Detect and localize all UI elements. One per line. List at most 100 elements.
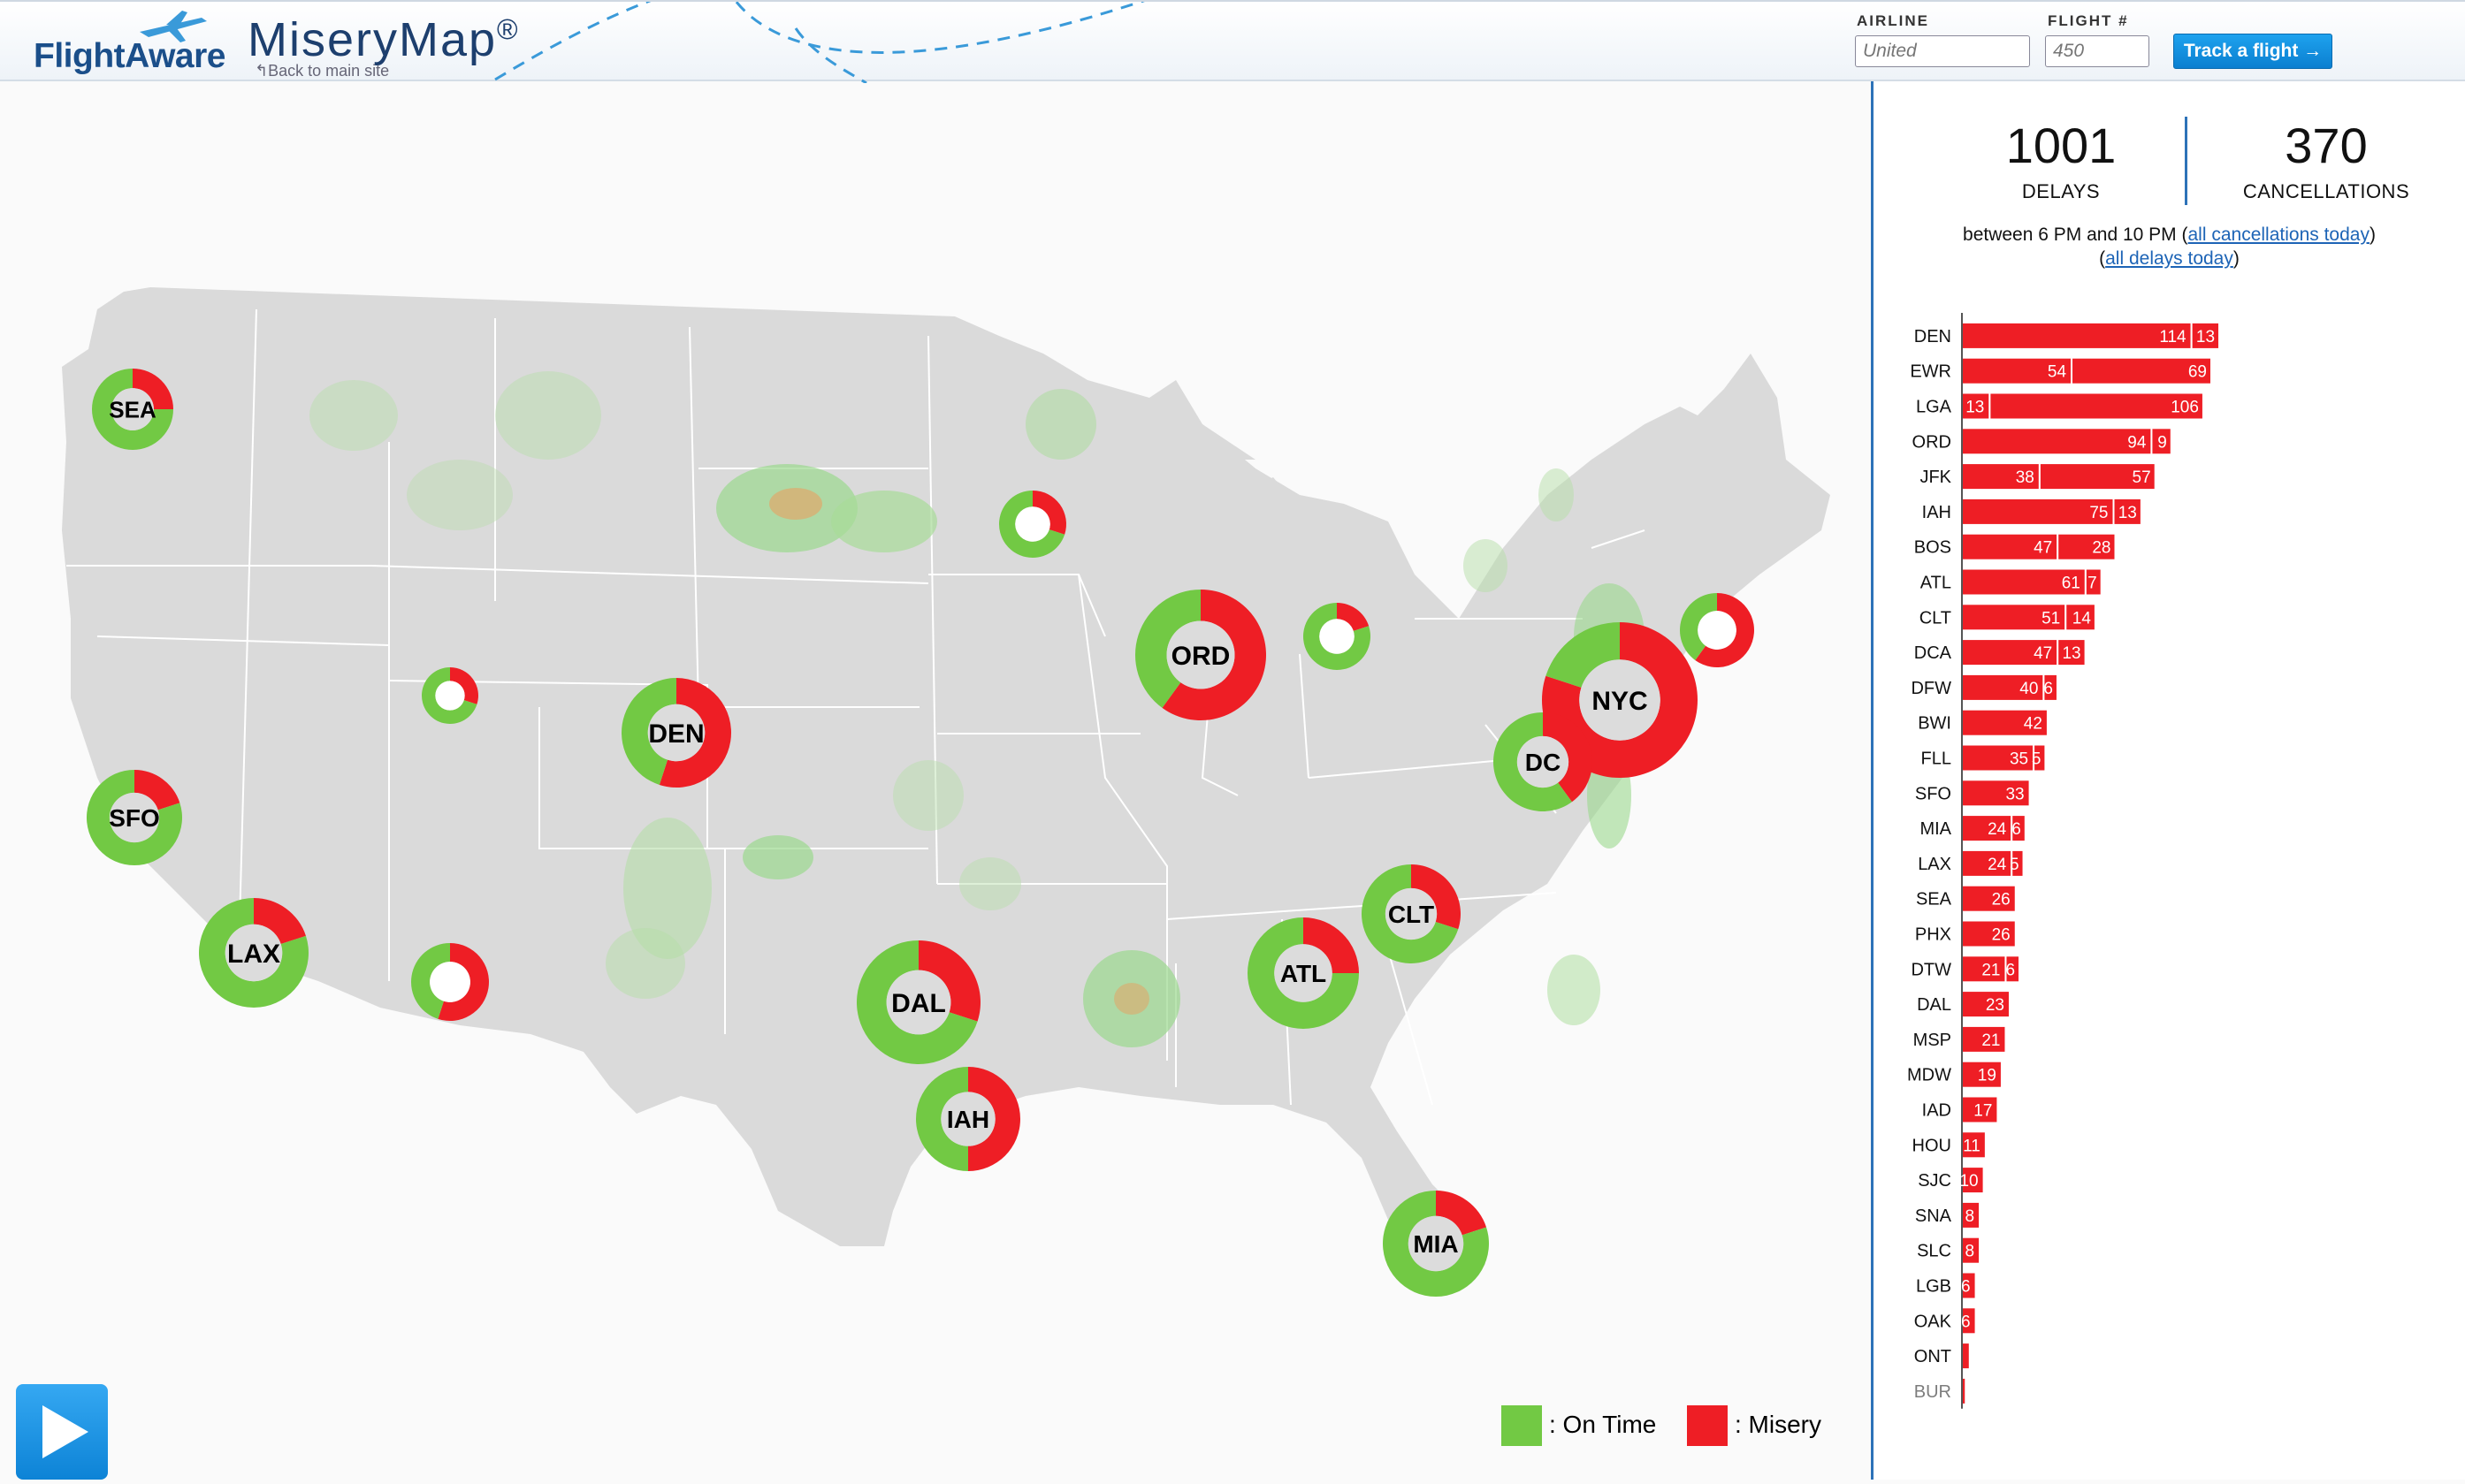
bar-row-mdw[interactable]: MDW 19: [1907, 1062, 2001, 1087]
back-to-main-site-link[interactable]: ↰Back to main site: [255, 62, 390, 80]
bar-row-slc[interactable]: SLC 8: [1917, 1237, 1980, 1263]
airport-donut-dal[interactable]: DAL: [857, 940, 981, 1065]
bar-airport-code: IAH: [1922, 503, 1951, 522]
bar-row-sna[interactable]: SNA 8: [1915, 1202, 1980, 1228]
bar-row-jfk[interactable]: JFK 38 57: [1919, 464, 2155, 490]
bar-row-ewr[interactable]: EWR 54 69: [1910, 358, 2210, 384]
donut-center: [1385, 887, 1438, 940]
bar-row-oak[interactable]: OAK 6: [1914, 1308, 1975, 1334]
airport-donut-unlabeled-15[interactable]: [422, 667, 479, 724]
airport-donut-atl[interactable]: ATL: [1248, 917, 1359, 1029]
cancellation-bar: [2006, 956, 2019, 982]
delay-bar: [1963, 1168, 1983, 1193]
play-button[interactable]: [16, 1384, 108, 1480]
bar-row-msp[interactable]: MSP 21: [1913, 1026, 2005, 1052]
airport-donut-den[interactable]: DEN: [621, 678, 731, 788]
delay-bar: [1963, 1237, 1980, 1263]
donut-center: [430, 962, 470, 1002]
misery-arc: [438, 942, 490, 1021]
bar-row-atl[interactable]: ATL 61 7: [1920, 569, 2101, 595]
cancellation-bar: [2058, 534, 2115, 559]
bar-row-lax[interactable]: LAX 24 5: [1918, 850, 2023, 876]
us-map[interactable]: SEA SFO LAX DEN ORD NYC DC CLT ATL DAL IAH MIA: [0, 81, 1873, 1480]
michigan-landmass: [1238, 477, 1326, 654]
misery-legend-label: : Misery: [1735, 1411, 1821, 1438]
airport-code-label: DEN: [648, 719, 704, 749]
airport-donut-dc[interactable]: DC: [1493, 712, 1592, 811]
airport-donut-unlabeled-14[interactable]: [1303, 603, 1370, 670]
bar-airport-code: MDW: [1907, 1066, 1951, 1085]
flight-number-input[interactable]: [2045, 35, 2149, 67]
bar-row-sea[interactable]: SEA 26: [1916, 886, 2015, 911]
bar-row-lga[interactable]: LGA 13 106: [1916, 393, 2202, 419]
us-landmass: [62, 287, 1830, 1290]
airport-donut-unlabeled-12[interactable]: [999, 491, 1066, 558]
bar-row-phx[interactable]: PHX 26: [1915, 921, 2015, 947]
bar-airport-code: DAL: [1917, 995, 1951, 1015]
delay-value-label: 21: [1981, 1031, 2000, 1050]
bar-segment-divider: [2038, 464, 2041, 490]
bar-row-clt[interactable]: CLT 51 14: [1919, 605, 2095, 630]
bar-row-dtw[interactable]: DTW 21 6: [1911, 956, 2019, 982]
misery-arc: [1033, 491, 1066, 535]
misery-arc: [1436, 1191, 1487, 1236]
bar-row-hou[interactable]: HOU 11: [1912, 1132, 1985, 1158]
bar-row-bur[interactable]: BUR: [1914, 1378, 1965, 1404]
bar-row-mia[interactable]: MIA 24 6: [1919, 816, 2025, 841]
airport-donut-sfo[interactable]: SFO: [86, 770, 182, 865]
misery-arc: [1543, 712, 1592, 803]
delay-value-label: 23: [1986, 996, 2004, 1015]
on-time-arc: [857, 940, 978, 1065]
airport-donut-mia[interactable]: MIA: [1383, 1191, 1489, 1298]
delay-bar: [1963, 745, 2034, 771]
airport-donut-unlabeled-13[interactable]: [1679, 593, 1754, 667]
airport-donut-unlabeled-16[interactable]: [411, 942, 490, 1021]
bar-row-bwi[interactable]: BWI 42: [1918, 710, 2047, 735]
bar-row-iad[interactable]: IAD 17: [1922, 1097, 1997, 1123]
donut-center: [1015, 506, 1050, 542]
delay-bar: [1963, 992, 2009, 1017]
delay-bar: [1963, 1062, 2001, 1087]
misery-arc: [450, 667, 479, 704]
delay-value-label: 38: [2016, 468, 2034, 487]
on-time-arc: [86, 770, 182, 865]
on-time-arc: [1135, 590, 1201, 708]
donut-center: [1579, 659, 1660, 741]
bar-row-dal[interactable]: DAL 23: [1917, 992, 2009, 1017]
bar-row-dfw[interactable]: DFW 40 6: [1911, 674, 2057, 700]
airport-delay-bar-chart: DEN 114 13 EWR 54 69 LGA 13 106 ORD 94 9 JFK 38 57 IAH 7…: [1907, 313, 2219, 1409]
bar-airport-code: DEN: [1914, 327, 1951, 346]
bar-row-sfo[interactable]: SFO 33: [1915, 780, 2029, 806]
bar-row-sjc[interactable]: SJC 10: [1918, 1168, 1983, 1193]
bar-row-den[interactable]: DEN 114 13: [1914, 323, 2219, 348]
time-range-text: between 6 PM and 10 PM (all cancellation…: [1963, 225, 2376, 269]
delay-bar: [1963, 816, 2011, 841]
airport-donut-ord[interactable]: ORD: [1135, 590, 1266, 721]
delay-value-label: 61: [2062, 575, 2080, 593]
delay-bar: [1963, 1132, 1985, 1158]
delay-value-label: 40: [2019, 680, 2038, 698]
bar-airport-code: LGB: [1916, 1277, 1951, 1297]
flightaware-logo[interactable]: FlightAware: [34, 37, 225, 75]
airport-code-label: IAH: [947, 1106, 989, 1133]
bar-row-ord[interactable]: ORD 94 9: [1912, 429, 2171, 454]
airport-donut-iah[interactable]: IAH: [915, 1067, 1020, 1171]
airport-donut-lax[interactable]: LAX: [199, 898, 309, 1008]
bar-row-dca[interactable]: DCA 47 13: [1914, 640, 2085, 666]
bar-row-iah[interactable]: IAH 75 13: [1922, 498, 2141, 524]
range-prefix: between 6 PM and 10 PM (: [1963, 225, 2188, 245]
airport-donut-sea[interactable]: SEA: [92, 369, 173, 451]
bar-row-bos[interactable]: BOS 47 28: [1914, 534, 2115, 559]
airport-clusters[interactable]: SEA SFO LAX DEN ORD NYC DC CLT ATL DAL IAH MIA: [86, 369, 1754, 1298]
airport-donut-clt[interactable]: CLT: [1362, 864, 1461, 964]
all-delays-today-link[interactable]: all delays today: [2105, 248, 2233, 269]
misery-arc: [1162, 590, 1266, 721]
airline-input[interactable]: [1855, 35, 2030, 67]
all-cancellations-today-link[interactable]: all cancellations today: [2187, 225, 2370, 245]
bar-row-ont[interactable]: ONT: [1914, 1343, 1969, 1369]
track-flight-button[interactable]: Track a flight →: [2173, 34, 2332, 69]
bar-row-fll[interactable]: FLL 35 5: [1921, 745, 2045, 771]
bar-row-lgb[interactable]: LGB 6: [1916, 1273, 1975, 1298]
donut-center: [941, 1092, 996, 1146]
bar-segment-divider: [2084, 569, 2087, 595]
